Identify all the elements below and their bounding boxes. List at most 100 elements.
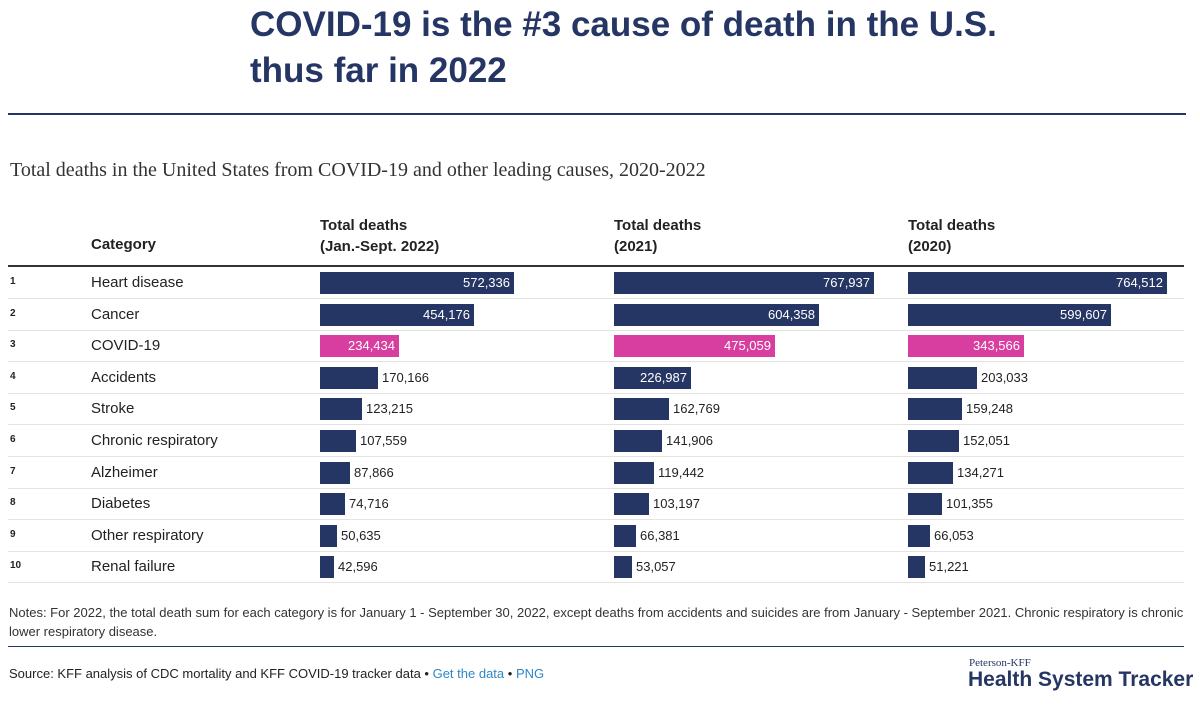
rank-label: 8 [10,497,16,509]
bar-cancer-2020 [908,303,1111,326]
category-label: Other respiratory [91,526,204,544]
value-label-alzheimer-2022: 87,866 [354,464,394,480]
headline-line-1: COVID-19 is the #3 cause of death in the… [250,5,997,44]
value-label-stroke-2020: 159,248 [966,401,1013,417]
bar-other-respiratory-2020 [908,524,930,547]
rank-label: 7 [10,465,16,477]
chart-notes: Notes: For 2022, the total death sum for… [9,605,1184,639]
value-label-other-respiratory-2020: 66,053 [934,527,974,543]
bar-heart-disease-2021 [614,272,874,294]
source-line: Source: KFF analysis of CDC mortality an… [9,666,544,681]
bar-renal-failure-2020 [908,556,925,579]
value-label-accidents-2022: 170,166 [382,369,429,385]
headline-line-2: thus far in 2022 [250,51,507,90]
bar-covid-19-2020 [908,335,1024,358]
category-label: Heart disease [91,274,184,291]
page-title: COVID-19 is the #3 cause of death in the… [250,2,1010,94]
source-text: Source: KFF analysis of CDC mortality an… [9,666,421,681]
table-row: 9 Other respiratory 50,635 66,381 66,053 [8,520,1184,552]
bar-diabetes-2020 [908,493,942,516]
bar-cancer-2021 [614,303,819,326]
bar-diabetes-2021 [614,493,649,516]
value-label-chronic-respiratory-2021: 141,906 [666,433,713,448]
value-label-other-respiratory-2021: 66,381 [640,527,680,543]
category-label: Accidents [91,368,157,386]
bar-accidents-2021 [614,366,691,389]
rank-label: 9 [10,528,16,540]
bar-covid-19-2021 [614,335,775,358]
bar-stroke-2022 [320,398,362,421]
column-header-2022-line2: (Jan.-Sept. 2022) [320,238,440,255]
footer-divider [8,646,1184,647]
logo-subtitle: Peterson-KFF [969,657,1031,669]
value-label-alzheimer-2020: 134,271 [957,464,1004,480]
value-label-accidents-2021: 226,987 [640,369,687,385]
value-label-diabetes-2022: 74,716 [349,496,389,512]
column-header-2022-line1: Total deaths [320,217,408,234]
png-link[interactable]: PNG [515,666,545,681]
column-header-2022: Total deaths (Jan.-Sept. 2022) [320,215,439,257]
bar-heart-disease-2022 [320,272,514,294]
rank-label: 4 [10,370,16,382]
table-row: 5 Stroke 123,215 162,769 159,248 [8,393,1184,426]
table-row: 10 Renal failure 42,596 53,057 51,221 [8,551,1184,584]
chart-title: Total deaths in the United States from C… [10,159,706,181]
value-label-renal-failure-2021: 53,057 [636,559,676,575]
value-label-stroke-2021: 162,769 [673,401,720,417]
bar-diabetes-2022 [320,493,345,516]
value-label-chronic-respiratory-2020: 152,051 [963,433,1010,448]
value-label-cancer-2022: 454,176 [423,306,470,322]
title-divider [8,113,1186,115]
category-label: Stroke [91,400,135,418]
bar-stroke-2020 [908,398,962,421]
value-label-stroke-2022: 123,215 [366,401,413,417]
table-row: 3 COVID-19 234,434 475,059 343,566 [8,330,1184,363]
bar-chronic-respiratory-2020 [908,430,959,452]
bar-alzheimer-2021 [614,461,654,484]
column-header-2021-line2: (2021) [614,238,658,255]
category-label: Renal failure [91,558,176,576]
rank-label: 1 [10,276,16,287]
bar-chronic-respiratory-2022 [320,430,356,452]
column-header-2021-line1: Total deaths [614,217,702,234]
bar-stroke-2021 [614,398,669,421]
value-label-cancer-2021: 604,358 [768,306,815,322]
bar-alzheimer-2022 [320,461,350,484]
logo-title: Health System Tracker [968,668,1194,691]
bar-renal-failure-2022 [320,556,334,579]
category-label: Alzheimer [91,463,158,481]
separator: • [420,666,433,681]
table-row: 2 Cancer 454,176 604,358 599,607 [8,299,1184,331]
separator: • [504,666,516,681]
bar-renal-failure-2021 [614,556,632,579]
value-label-heart-disease-2021: 767,937 [823,275,870,290]
category-label: Cancer [91,305,140,323]
value-label-accidents-2020: 203,033 [981,369,1028,385]
column-header-2020-line1: Total deaths [908,217,996,234]
category-label: Chronic respiratory [91,432,218,449]
bar-alzheimer-2020 [908,461,953,484]
column-header-2021: Total deaths (2021) [614,215,701,257]
table-row: 8 Diabetes 74,716 103,197 101,355 [8,488,1184,521]
rank-label: 6 [10,434,16,445]
value-label-renal-failure-2020: 51,221 [929,559,969,575]
rank-label: 2 [10,307,16,319]
rank-label: 10 [10,560,22,572]
bar-chronic-respiratory-2021 [614,430,662,452]
table-row: 6 Chronic respiratory 107,559 141,906 152,05… [8,425,1184,457]
bar-accidents-2020 [908,366,977,389]
value-label-renal-failure-2022: 42,596 [338,559,378,575]
bar-heart-disease-2020 [908,272,1167,294]
value-label-heart-disease-2020: 764,512 [1116,275,1163,290]
table-row: 7 Alzheimer 87,866 119,442 134,271 [8,457,1184,489]
value-label-covid-19-2022: 234,434 [348,338,395,354]
rank-label: 3 [10,339,16,351]
bar-other-respiratory-2021 [614,524,636,547]
header-divider [8,265,1184,267]
column-header-2020: Total deaths (2020) [908,215,995,257]
get-data-link[interactable]: Get the data [432,666,505,681]
value-label-other-respiratory-2022: 50,635 [341,527,381,543]
value-label-heart-disease-2022: 572,336 [463,275,510,290]
value-label-covid-19-2021: 475,059 [724,338,771,354]
bar-cancer-2022 [320,303,474,326]
